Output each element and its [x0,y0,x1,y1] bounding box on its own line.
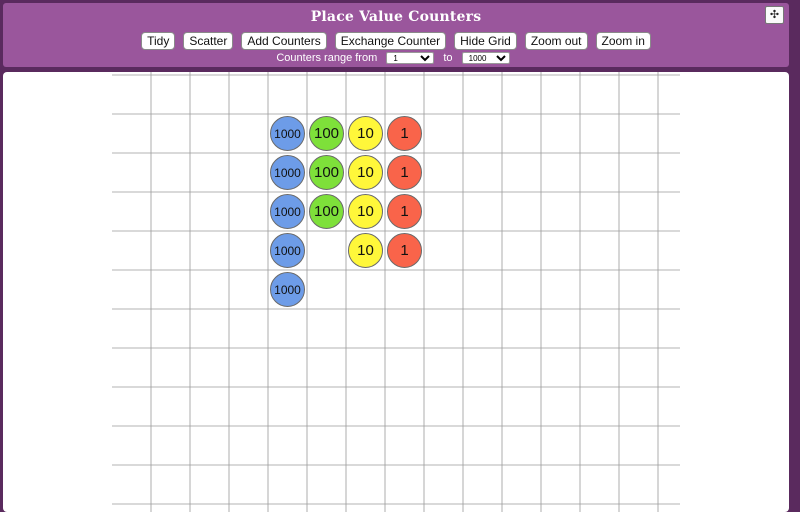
exchange-counter-button[interactable]: Exchange Counter [334,32,447,50]
scatter-button[interactable]: Scatter [183,32,234,50]
counter-value-label: 100 [313,203,340,220]
counter-10[interactable]: 10 [348,155,383,190]
counter-value-label: 10 [357,242,374,259]
zoom-in-button[interactable]: Zoom in [595,32,651,50]
counter-value-label: 1 [400,125,409,142]
add-counters-button[interactable]: Add Counters [241,32,327,50]
counter-10[interactable]: 10 [348,116,383,151]
header-bar: Place Value Counters ✣ Tidy Scatter Add Co… [3,3,789,67]
counter-1[interactable]: 1 [387,194,422,229]
move-arrows-icon[interactable]: ✣ [765,6,784,24]
counter-value-label: 1000 [274,282,301,297]
counter-value-label: 1 [400,203,409,220]
range-to-label: to [443,52,453,64]
tidy-button[interactable]: Tidy [141,32,176,50]
counter-1000[interactable]: 1000 [270,194,305,229]
counter-1000[interactable]: 1000 [270,272,305,307]
counter-value-label: 1000 [274,126,301,141]
counter-value-label: 10 [357,164,374,181]
counter-value-label: 1000 [274,204,301,219]
range-from-select[interactable]: 1 [386,52,435,65]
counter-value-label: 1 [400,242,409,259]
grid-lines [112,72,680,512]
counter-1000[interactable]: 1000 [270,155,305,190]
counter-board[interactable]: 1000 1000 1000 1000 1000 100 100 100 10 10 10 10 1 1 1… [3,72,789,512]
counter-10[interactable]: 10 [348,233,383,268]
counter-1000[interactable]: 1000 [270,233,305,268]
counter-value-label: 1000 [274,165,301,180]
counter-10[interactable]: 10 [348,194,383,229]
counter-100[interactable]: 100 [309,116,344,151]
counter-value-label: 100 [313,164,340,181]
counter-100[interactable]: 100 [309,155,344,190]
range-to-select[interactable]: 1000 [461,52,510,65]
counters-range: Counters range from 1 to 1000 [3,52,789,65]
counter-1[interactable]: 1 [387,233,422,268]
counter-value-label: 1000 [274,243,301,258]
zoom-out-button[interactable]: Zoom out [524,32,588,50]
counter-value-label: 1 [400,164,409,181]
range-label: Counters range from [276,52,378,64]
hide-grid-button[interactable]: Hide Grid [454,32,517,50]
counter-value-label: 100 [313,125,340,142]
counter-1[interactable]: 1 [387,155,422,190]
page-title: Place Value Counters [310,9,482,25]
counter-100[interactable]: 100 [309,194,344,229]
counter-1[interactable]: 1 [387,116,422,151]
counter-value-label: 10 [357,125,374,142]
counter-value-label: 10 [357,203,374,220]
toolbar: Tidy Scatter Add Counters Exchange Counter H… [3,32,789,50]
counter-1000[interactable]: 1000 [270,116,305,151]
